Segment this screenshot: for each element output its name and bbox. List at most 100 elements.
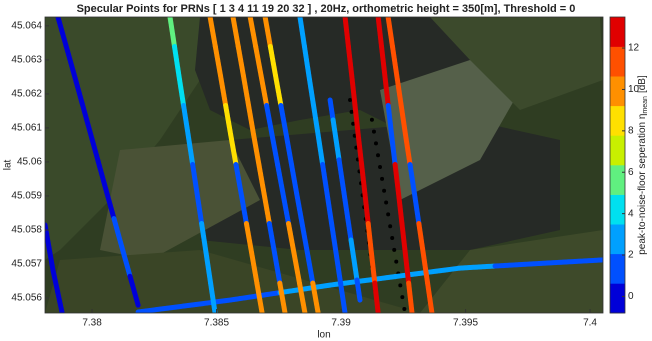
colorbar-band [610, 46, 625, 77]
specular-point [372, 280, 381, 313]
specular-point [63, 43, 85, 106]
colorbar-band [610, 253, 625, 284]
specular-point [254, 280, 265, 313]
plot-frame [44, 16, 604, 314]
specular-point [330, 117, 342, 163]
specular-point [233, 161, 249, 227]
x-tick-label: 7.38 [82, 318, 102, 329]
specular-point [46, 245, 61, 295]
specular-point [253, 43, 270, 108]
colorbar-band [610, 194, 625, 225]
colorbar-band [610, 283, 625, 314]
specular-point [223, 102, 239, 167]
specular-point [171, 43, 187, 108]
specular-point [392, 161, 405, 227]
specular-point [275, 161, 292, 227]
specular-point [256, 161, 272, 227]
colorbar-tick-label: 0 [628, 291, 634, 302]
specular-point [296, 280, 308, 313]
colorbar-tick-label: 6 [628, 167, 634, 178]
colorbar-tick-label: 8 [628, 125, 634, 136]
specular-point [342, 17, 351, 49]
colorbar-tick-label: 12 [628, 43, 640, 54]
specular-point [338, 280, 348, 313]
specular-point [262, 17, 273, 49]
specular-point [246, 102, 262, 167]
specular-point [299, 221, 316, 286]
specular-point [385, 17, 395, 49]
specular-point [398, 102, 413, 167]
specular-point [336, 157, 348, 203]
x-tick-label: 7.395 [453, 318, 478, 329]
specular-point [345, 43, 358, 108]
specular-point [181, 102, 196, 167]
y-tick-label: 45.064 [11, 20, 42, 31]
specular-point [399, 221, 412, 286]
specular-point [95, 158, 117, 222]
specular-point [425, 280, 435, 313]
y-tick-label: 45.06 [17, 157, 42, 168]
colorbar-tick-label: 10 [628, 84, 640, 95]
specular-point [365, 221, 378, 286]
specular-point [79, 100, 101, 164]
x-axis-label: lon [317, 330, 330, 341]
colorbar-label: peak-to-noise-floor seperation ηmean [dB] [637, 75, 649, 255]
specular-point [277, 280, 288, 313]
y-tick-label: 45.057 [11, 259, 42, 270]
colorbar-frame [609, 16, 626, 314]
specular-point [55, 289, 65, 313]
specular-point [212, 43, 229, 108]
specular-point [320, 161, 335, 227]
specular-point [416, 221, 431, 286]
specular-point [310, 280, 321, 313]
specular-point [301, 43, 317, 108]
specular-point [563, 257, 603, 265]
specular-point [375, 17, 385, 49]
colorbar-band [610, 105, 625, 136]
specular-point [379, 43, 391, 108]
specular-point [267, 43, 284, 108]
specular-point [207, 17, 218, 49]
x-tick-label: 7.385 [204, 318, 229, 329]
specular-point [385, 102, 398, 167]
y-tick-label: 45.056 [11, 293, 42, 304]
y-tick-label: 45.063 [11, 55, 42, 66]
chart-title: Specular Points for PRNs [ 1 3 4 11 19 2… [77, 3, 576, 15]
specular-point [247, 17, 259, 49]
x-tick-label: 7.4 [583, 318, 597, 329]
y-tick-label: 45.062 [11, 89, 42, 100]
specular-point [235, 43, 252, 108]
y-tick-label: 45.059 [11, 191, 42, 202]
specular-point [329, 221, 344, 286]
specular-point [264, 102, 281, 167]
specular-point [407, 161, 422, 227]
specular-point [289, 161, 305, 227]
tracks [45, 17, 603, 313]
specular-point [392, 263, 498, 280]
y-tick-label: 45.061 [11, 123, 42, 134]
colorbar-band [610, 135, 625, 166]
colorbar-band [610, 165, 625, 195]
specular-point [297, 17, 307, 49]
specular-point [230, 17, 241, 49]
colorbar-tick-label: 2 [628, 250, 634, 261]
specular-point [348, 237, 360, 283]
specular-point [327, 97, 336, 123]
colorbar-band [610, 224, 625, 255]
specular-point [352, 102, 365, 167]
y-axis-label: lat [3, 159, 14, 170]
specular-point [342, 197, 354, 243]
specular-point [406, 280, 415, 313]
colorbar-band [610, 76, 625, 107]
colorbar-label-unit: [dB] [637, 75, 648, 93]
specular-point [55, 17, 69, 49]
specular-point [127, 273, 141, 308]
specular-point [389, 43, 404, 108]
specular-point [243, 221, 260, 286]
specular-point [311, 102, 326, 167]
specular-point [199, 221, 214, 286]
x-tick-label: 7.39 [331, 318, 351, 329]
specular-point [492, 259, 569, 269]
colorbar-band [610, 17, 625, 47]
